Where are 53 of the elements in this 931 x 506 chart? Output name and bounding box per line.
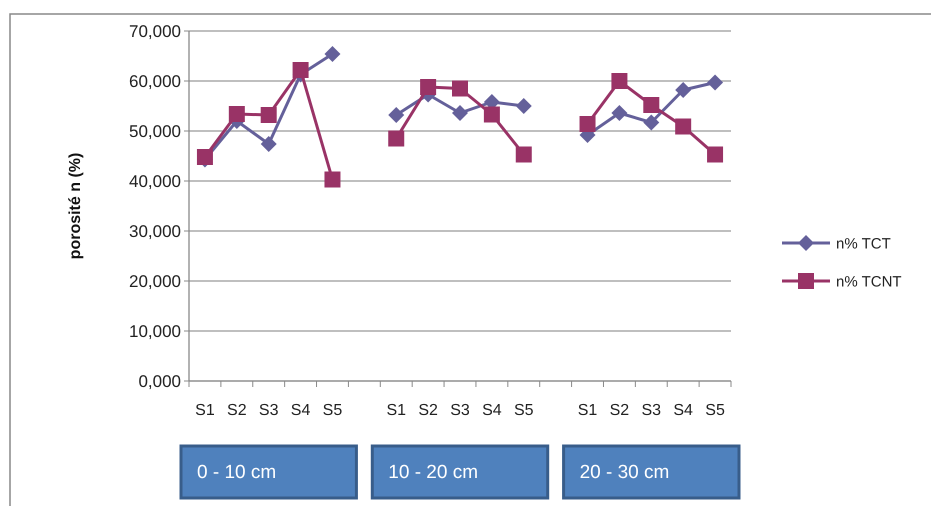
point (260, 136, 277, 152)
x-tick-label: S5 (322, 402, 342, 419)
y-axis-title: porosité n (%) (67, 152, 84, 260)
x-tick-label: S5 (705, 402, 725, 419)
x-tick-label: S2 (227, 402, 247, 419)
point (388, 107, 404, 123)
x-tick-label: S2 (610, 402, 630, 419)
y-tick-label: 10,000 (129, 322, 181, 341)
x-tick-label: S3 (642, 402, 662, 419)
legend-label: n% TCNT (836, 273, 902, 290)
y-tick-label: 30,000 (129, 222, 181, 241)
legend-label: n% TCT (836, 235, 891, 252)
point (643, 97, 660, 113)
point (675, 118, 692, 134)
point (516, 98, 532, 114)
point (516, 146, 532, 162)
x-tick-label: S2 (418, 402, 438, 419)
y-tick-label: 0,000 (138, 372, 181, 391)
point (643, 114, 660, 130)
y-tick-label: 50,000 (129, 122, 181, 141)
point (228, 106, 245, 122)
point (452, 105, 468, 121)
x-tick-label: S3 (258, 402, 279, 419)
point (420, 79, 436, 95)
x-tick-label: S1 (578, 402, 598, 419)
y-tick-label: 20,000 (129, 272, 181, 291)
point (292, 62, 309, 78)
text: 0 - 10 cm (197, 462, 276, 483)
y-tick-label: 70,000 (129, 22, 181, 41)
point (452, 80, 468, 96)
point (196, 149, 213, 165)
point (580, 116, 596, 132)
x-tick-label: S4 (673, 402, 694, 419)
x-tick-label: S5 (514, 402, 534, 419)
point (611, 105, 628, 121)
y-tick-label: 40,000 (129, 172, 181, 191)
y-tick-label: 60,000 (129, 72, 181, 91)
x-tick-label: S4 (482, 402, 502, 419)
x-tick-label: S1 (386, 402, 406, 419)
point (388, 130, 404, 146)
point (484, 106, 500, 122)
text: 20 - 30 cm (580, 462, 670, 483)
point (707, 74, 724, 90)
text: 10 - 20 cm (388, 462, 478, 483)
point (611, 73, 628, 89)
point (324, 46, 340, 62)
x-tick-label: S1 (195, 402, 215, 419)
x-tick-label: S3 (450, 402, 470, 419)
point (260, 107, 277, 123)
point (324, 172, 340, 188)
point (707, 146, 724, 162)
point (675, 82, 692, 98)
x-tick-label: S4 (290, 402, 310, 419)
